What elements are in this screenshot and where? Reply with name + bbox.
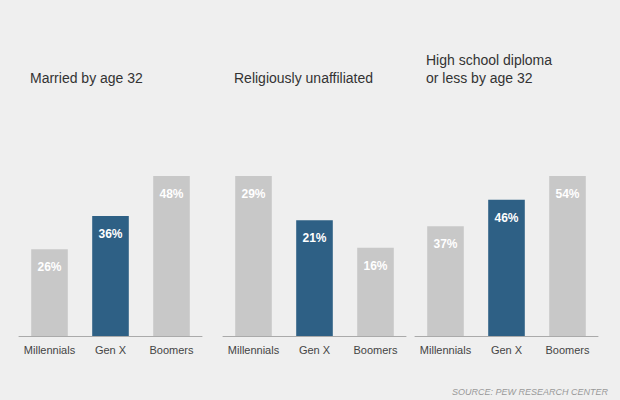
svg-text:Gen X: Gen X	[95, 344, 127, 356]
svg-text:54%: 54%	[555, 187, 579, 201]
svg-text:Religiously unaffiliated: Religiously unaffiliated	[234, 70, 373, 86]
svg-text:36%: 36%	[98, 227, 122, 241]
svg-text:Boomers: Boomers	[545, 344, 590, 356]
svg-text:26%: 26%	[37, 260, 61, 274]
svg-text:Boomers: Boomers	[353, 344, 398, 356]
svg-text:Millennials: Millennials	[228, 344, 280, 356]
svg-text:46%: 46%	[494, 211, 518, 225]
svg-text:21%: 21%	[302, 231, 326, 245]
svg-text:Married by age 32: Married by age 32	[30, 70, 143, 86]
svg-text:Gen X: Gen X	[299, 344, 331, 356]
svg-text:SOURCE: PEW RESEARCH CENTER: SOURCE: PEW RESEARCH CENTER	[452, 387, 609, 397]
svg-text:or less by age 32: or less by age 32	[426, 70, 533, 86]
svg-text:High school diploma: High school diploma	[426, 52, 552, 68]
svg-text:Millennials: Millennials	[420, 344, 472, 356]
svg-text:48%: 48%	[159, 187, 183, 201]
svg-text:Millennials: Millennials	[24, 344, 76, 356]
svg-text:16%: 16%	[363, 259, 387, 273]
svg-text:Boomers: Boomers	[149, 344, 194, 356]
svg-text:Gen X: Gen X	[491, 344, 523, 356]
svg-text:37%: 37%	[433, 237, 457, 251]
svg-text:29%: 29%	[241, 187, 265, 201]
